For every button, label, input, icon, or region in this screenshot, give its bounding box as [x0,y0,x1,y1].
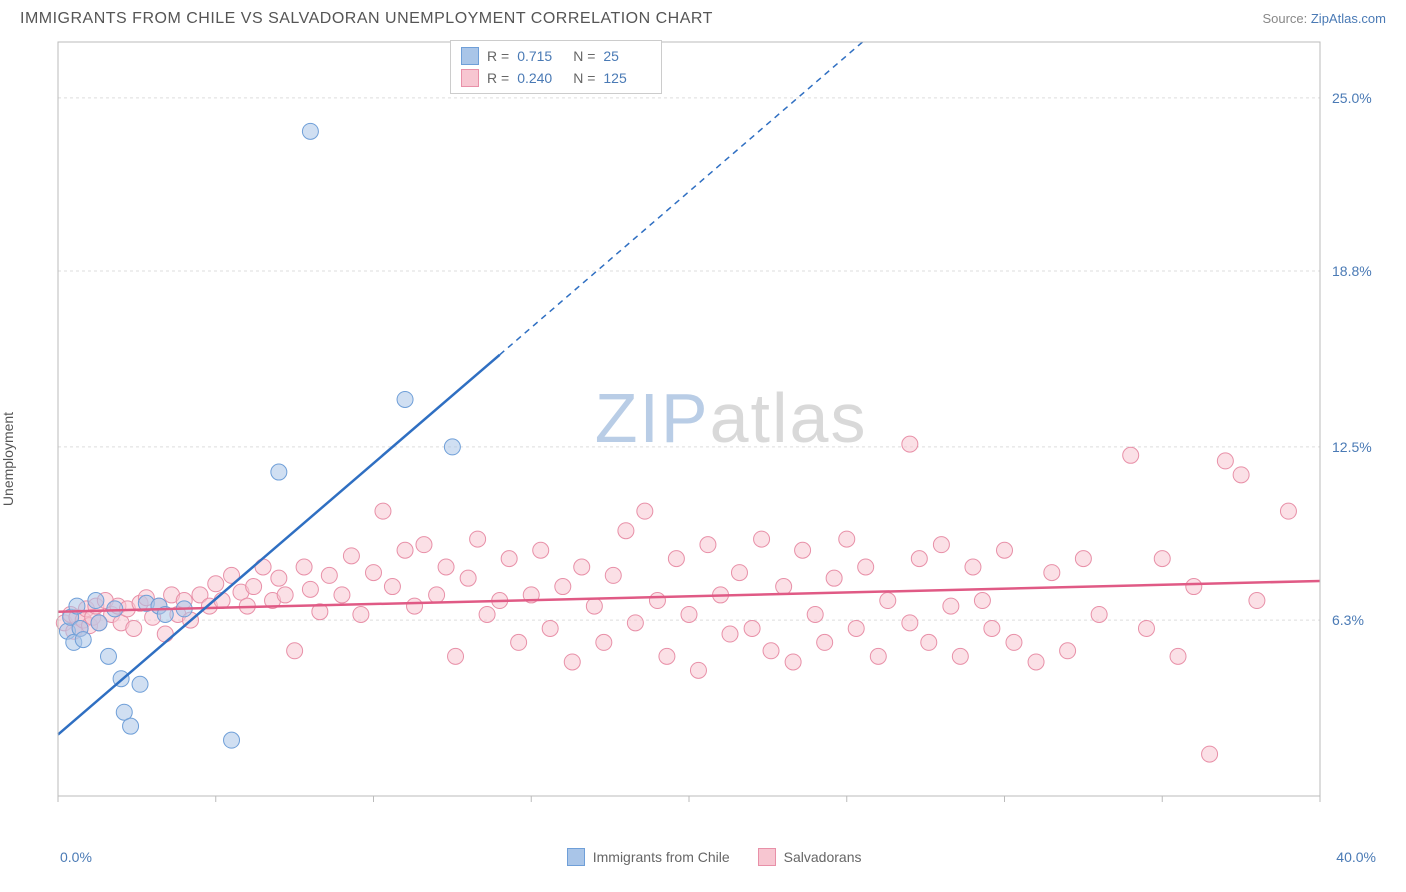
swatch-icon [461,69,479,87]
y-axis-label: Unemployment [0,412,16,506]
legend-item-salvadoran: Salvadorans [758,848,862,866]
correlation-legend: R = 0.715 N = 25 R = 0.240 N = 125 [450,40,662,94]
y-tick-label: 6.3% [1332,612,1364,628]
chart-title: IMMIGRANTS FROM CHILE VS SALVADORAN UNEM… [20,10,713,28]
source-link[interactable]: ZipAtlas.com [1311,11,1386,26]
swatch-icon [567,848,585,866]
legend-row-chile: R = 0.715 N = 25 [461,45,651,67]
legend-row-salvadoran: R = 0.240 N = 125 [461,67,651,89]
y-tick-label: 12.5% [1332,439,1372,455]
x-max-label: 40.0% [1336,849,1376,865]
x-min-label: 0.0% [60,849,92,865]
scatter-plot [50,36,1390,826]
source-citation: Source: ZipAtlas.com [1262,11,1386,26]
swatch-icon [758,848,776,866]
chart-header: IMMIGRANTS FROM CHILE VS SALVADORAN UNEM… [0,0,1406,36]
swatch-icon [461,47,479,65]
chart-area: Unemployment ZIPatlas R = 0.715 N = 25 R… [0,36,1406,866]
legend-item-chile: Immigrants from Chile [567,848,730,866]
y-tick-label: 25.0% [1332,90,1372,106]
x-axis-legend: 0.0% Immigrants from Chile Salvadorans 4… [0,848,1386,866]
y-tick-label: 18.8% [1332,263,1372,279]
